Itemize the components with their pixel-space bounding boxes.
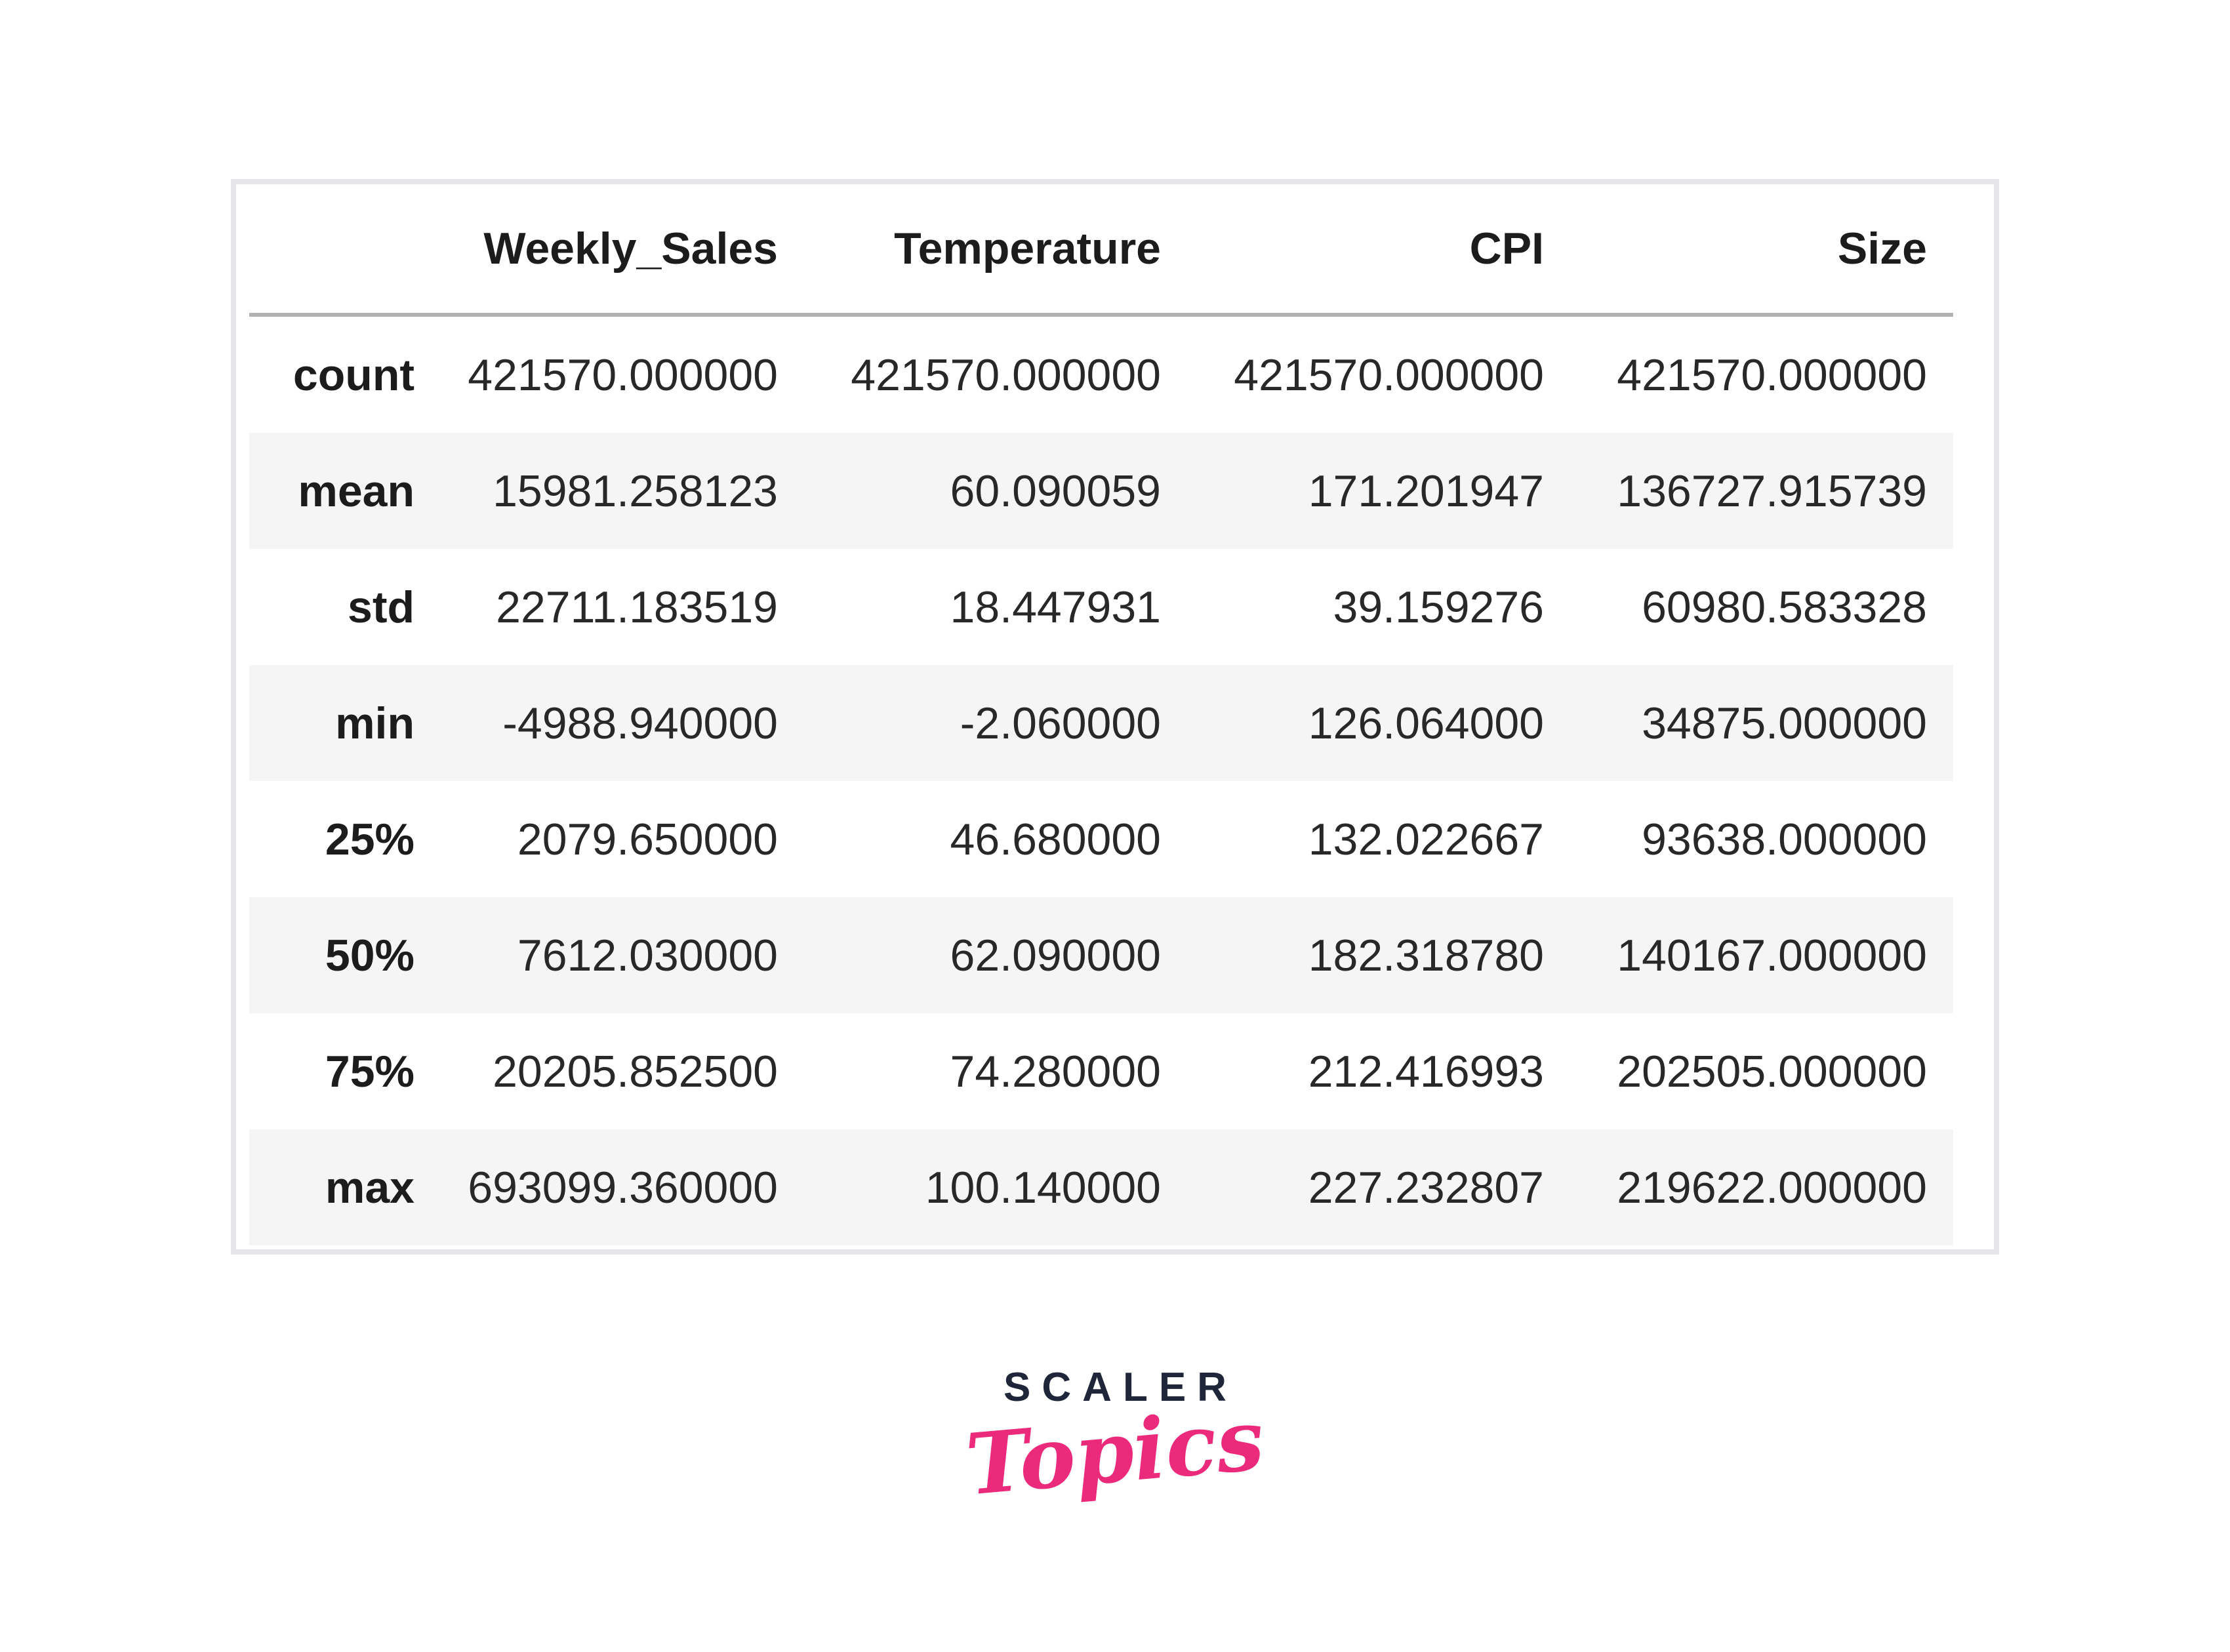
- row-label: std: [348, 582, 415, 632]
- cell: 34875.000000: [1642, 698, 1927, 748]
- cell: 212.416993: [1308, 1046, 1544, 1097]
- cell: 132.022667: [1308, 814, 1544, 864]
- cell: 60980.583328: [1642, 582, 1927, 632]
- table-row: mean 15981.258123 60.090059 171.201947 13672…: [249, 433, 1953, 549]
- cell: 62.090000: [950, 930, 1161, 980]
- cell: -2.060000: [960, 698, 1161, 748]
- table-body: count 421570.000000 421570.000000 421570.00…: [249, 315, 1953, 1245]
- column-header: Weekly_Sales: [421, 184, 804, 317]
- cell: 182.318780: [1308, 930, 1544, 980]
- row-label: min: [335, 698, 415, 748]
- table-row: 25% 2079.650000 46.680000 132.022667 93638.0…: [249, 781, 1953, 897]
- cell: 693099.360000: [468, 1162, 778, 1213]
- cell: 219622.000000: [1617, 1162, 1927, 1213]
- scaler-topics-logo: SCALER Topics: [918, 1367, 1312, 1515]
- cell: 2079.650000: [517, 814, 778, 864]
- cell: 421570.000000: [851, 350, 1161, 400]
- cell: 22711.183519: [496, 582, 778, 632]
- cell: 140167.000000: [1617, 930, 1927, 980]
- cell: 227.232807: [1308, 1162, 1544, 1213]
- cell: 7612.030000: [517, 930, 778, 980]
- column-header: Temperature: [804, 184, 1187, 317]
- column-header: Size: [1570, 184, 1953, 317]
- describe-table: Weekly_Sales Temperature CPI Size count 4215…: [249, 184, 1953, 1245]
- cell: 126.064000: [1308, 698, 1544, 748]
- table-row: count 421570.000000 421570.000000 421570.00…: [249, 315, 1953, 433]
- cell: 60.090059: [950, 466, 1161, 516]
- header-row: Weekly_Sales Temperature CPI Size: [249, 184, 1953, 317]
- cell: 15981.258123: [493, 466, 778, 516]
- table-row: 50% 7612.030000 62.090000 182.318780 140167.…: [249, 897, 1953, 1013]
- cell: 421570.000000: [1234, 350, 1544, 400]
- cell: 136727.915739: [1617, 466, 1927, 516]
- cell: 18.447931: [950, 582, 1161, 632]
- table-row: min -4988.940000 -2.060000 126.064000 34875.…: [249, 665, 1953, 781]
- cell: 74.280000: [950, 1046, 1161, 1097]
- row-label: mean: [298, 466, 415, 516]
- column-header: CPI: [1187, 184, 1570, 317]
- table-row: 75% 20205.852500 74.280000 212.416993 202505…: [249, 1013, 1953, 1129]
- cell: 171.201947: [1308, 466, 1544, 516]
- cell: 421570.000000: [1617, 350, 1927, 400]
- row-label: count: [293, 350, 415, 400]
- cell: 421570.000000: [468, 350, 778, 400]
- index-header: [249, 184, 421, 317]
- cell: 20205.852500: [493, 1046, 778, 1097]
- cell: 39.159276: [1333, 582, 1544, 632]
- logo-sub-text: Topics: [962, 1390, 1268, 1515]
- cell: 93638.000000: [1642, 814, 1927, 864]
- table-row: max 693099.360000 100.140000 227.232807 2196…: [249, 1129, 1953, 1245]
- cell: 46.680000: [950, 814, 1161, 864]
- describe-table-panel: Weekly_Sales Temperature CPI Size count 4215…: [231, 179, 1999, 1255]
- row-label: 50%: [325, 930, 415, 980]
- cell: 100.140000: [925, 1162, 1161, 1213]
- row-label: 75%: [325, 1046, 415, 1097]
- row-label: 25%: [325, 814, 415, 864]
- row-label: max: [325, 1162, 415, 1213]
- logo-brand-text: SCALER: [1004, 1365, 1238, 1410]
- cell: 202505.000000: [1617, 1046, 1927, 1097]
- table-row: std 22711.183519 18.447931 39.159276 60980.5…: [249, 549, 1953, 665]
- cell: -4988.940000: [502, 698, 778, 748]
